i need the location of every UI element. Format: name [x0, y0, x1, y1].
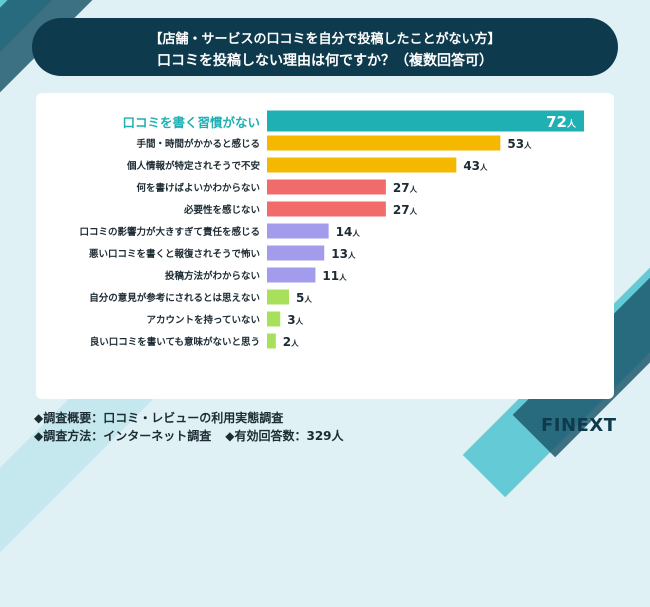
- bar: [267, 245, 325, 261]
- survey-method-line: ◆調査方法：インターネット調査 ◆有効回答数：329人: [34, 427, 344, 444]
- value-unit: 人: [296, 317, 304, 326]
- bar: [267, 333, 276, 349]
- category-label: 自分の意見が参考にされるとは思えない: [89, 292, 260, 304]
- category-label: アカウントを持っていない: [146, 314, 260, 326]
- category-label: 投稿方法がわからない: [165, 270, 260, 282]
- chart-subtitle: 【店舗・サービスの口コミを自分で投稿したことがない方】: [149, 32, 501, 47]
- bar: [267, 201, 386, 217]
- chart-panel: 口コミを書く習慣がない 72人 手間・時間がかかると感じる 53人 個人情報が特定されそ…: [36, 93, 614, 399]
- value-unit: 人: [410, 185, 418, 194]
- category-label: 悪い口コミを書くと報復されそうで怖い: [89, 248, 260, 260]
- value-unit: 人: [524, 141, 532, 150]
- value-unit: 人: [339, 273, 347, 282]
- value-unit: 人: [291, 339, 299, 348]
- bar: [267, 311, 281, 327]
- chart-title: 口コミを投稿しない理由は何ですか？（複数回答可）: [157, 53, 493, 69]
- category-label: 良い口コミを書いても意味がないと思う: [90, 336, 260, 348]
- bar: [267, 289, 290, 305]
- value-label: 53人: [507, 137, 532, 151]
- value-label: 13人: [331, 247, 356, 261]
- finext-logo: FINEXT: [541, 415, 617, 436]
- survey-overview: ◆調査概要：口コミ・レビューの利用実態調査: [34, 411, 284, 425]
- category-label: 個人情報が特定されそうで不安: [126, 160, 261, 172]
- value-label: 5人: [296, 291, 312, 305]
- value-label: 2人: [283, 335, 299, 349]
- bar: [267, 179, 386, 195]
- bar: [267, 157, 457, 173]
- value-label: 27人: [393, 181, 418, 195]
- value-label: 11人: [322, 269, 347, 283]
- value-unit: 人: [410, 207, 418, 216]
- valid-responses: ◆有効回答数：329人: [225, 429, 344, 443]
- value-unit: 人: [352, 229, 360, 238]
- value-label: 43人: [463, 159, 488, 173]
- chart-title-banner: 【店舗・サービスの口コミを自分で投稿したことがない方】 口コミを投稿しない理由は…: [32, 18, 618, 76]
- category-label: 口コミを書く習慣がない: [122, 115, 260, 130]
- value-unit: 人: [304, 295, 312, 304]
- category-label: 口コミの影響力が大きすぎて責任を感じる: [79, 226, 260, 238]
- value-label: 14人: [336, 225, 361, 239]
- value-label: 27人: [393, 203, 418, 217]
- bar: [267, 267, 316, 283]
- value-unit: 人: [348, 251, 356, 260]
- bar: [267, 110, 584, 132]
- value-label: 3人: [287, 313, 303, 327]
- category-label: 何を書けばよいかわからない: [136, 182, 260, 194]
- value-unit: 人: [480, 163, 488, 172]
- category-label: 必要性を感じない: [183, 204, 260, 216]
- bar: [267, 135, 501, 151]
- category-label: 手間・時間がかかると感じる: [136, 138, 260, 150]
- survey-method: ◆調査方法：インターネット調査: [34, 429, 212, 443]
- bar: [267, 223, 329, 239]
- value-unit: 人: [566, 118, 577, 130]
